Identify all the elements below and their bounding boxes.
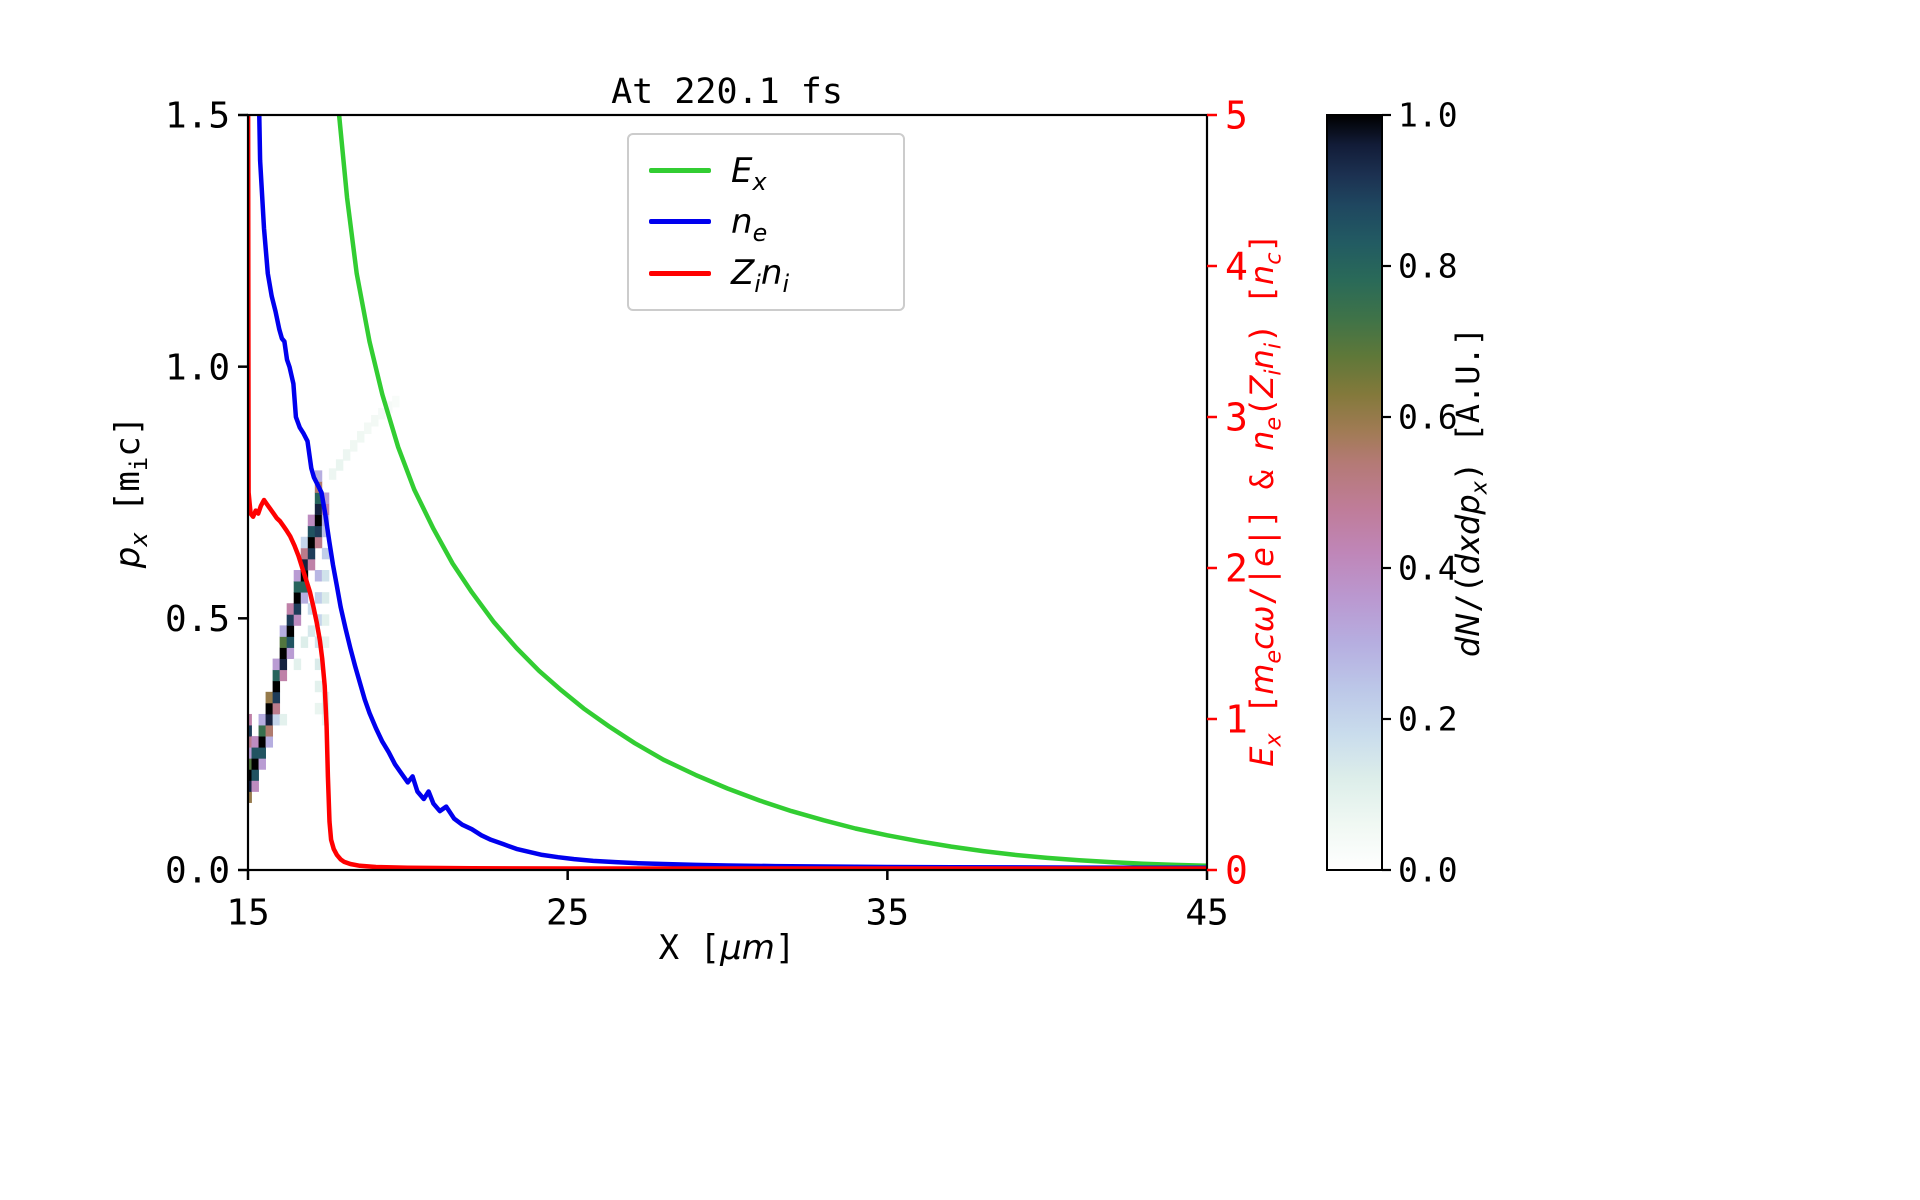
series-Ex — [336, 115, 1207, 869]
colorbar-tick-label: 0.8 — [1398, 247, 1458, 286]
x-tick-label: 25 — [546, 892, 589, 933]
x-tick-label: 45 — [1185, 892, 1228, 933]
legend-label: Zini — [731, 253, 790, 299]
colorbar-tick-label: 0.6 — [1398, 398, 1458, 437]
x-tick-label: 35 — [866, 892, 909, 933]
y-axis-label-right: Ex [mecω/|e|] & ne(Zini) [nc] — [1243, 233, 1287, 767]
series-ne — [257, 115, 1207, 870]
legend: Ex ne Zini — [627, 133, 905, 311]
colorbar — [1326, 114, 1383, 871]
legend-line-swatch — [649, 270, 711, 276]
plot-border — [246, 113, 1209, 872]
y-left-tick-label: 1.0 — [165, 347, 230, 388]
axis-ticks: 15 25 35 450.00.51.01.50123450.00.20.40.60.… — [165, 94, 1458, 934]
y-right-tick-label: 3 — [1225, 396, 1248, 440]
y-right-tick-label: 0 — [1225, 849, 1248, 893]
y-right-tick-label: 4 — [1225, 245, 1248, 289]
series-lines — [248, 115, 1207, 870]
chart-title: At 220.1 fs — [611, 72, 843, 112]
legend-item-Zini: Zini — [649, 253, 893, 299]
y-left-tick-label: 0.0 — [165, 851, 230, 892]
colorbar-tick-label: 0.0 — [1398, 851, 1458, 890]
y-left-tick-label: 0.5 — [165, 599, 230, 640]
legend-label: Ex — [731, 150, 767, 196]
x-tick-label: 15 — [226, 892, 269, 933]
legend-item-ne: ne — [649, 201, 893, 247]
legend-label: ne — [731, 201, 768, 247]
colorbar-label: dN/(dxdpx) [A.U.] — [1449, 326, 1493, 658]
x-axis-label: X [μm] — [658, 928, 796, 968]
colorbar-tick-label: 0.2 — [1398, 700, 1458, 739]
legend-item-Ex: Ex — [649, 150, 893, 196]
legend-line-swatch — [649, 219, 711, 225]
y-right-tick-label: 2 — [1225, 547, 1248, 591]
y-axis-label-left: px [mic] — [108, 415, 153, 569]
series-Zini — [248, 115, 1207, 870]
colorbar-tick-label: 1.0 — [1398, 96, 1458, 135]
y-right-tick-label: 1 — [1225, 698, 1248, 742]
legend-line-swatch — [649, 168, 711, 174]
y-right-tick-label: 5 — [1225, 94, 1248, 138]
heatmap-dn-dxdpx — [248, 395, 400, 803]
y-left-tick-label: 1.5 — [165, 96, 230, 137]
colorbar-tick-label: 0.4 — [1398, 549, 1458, 588]
